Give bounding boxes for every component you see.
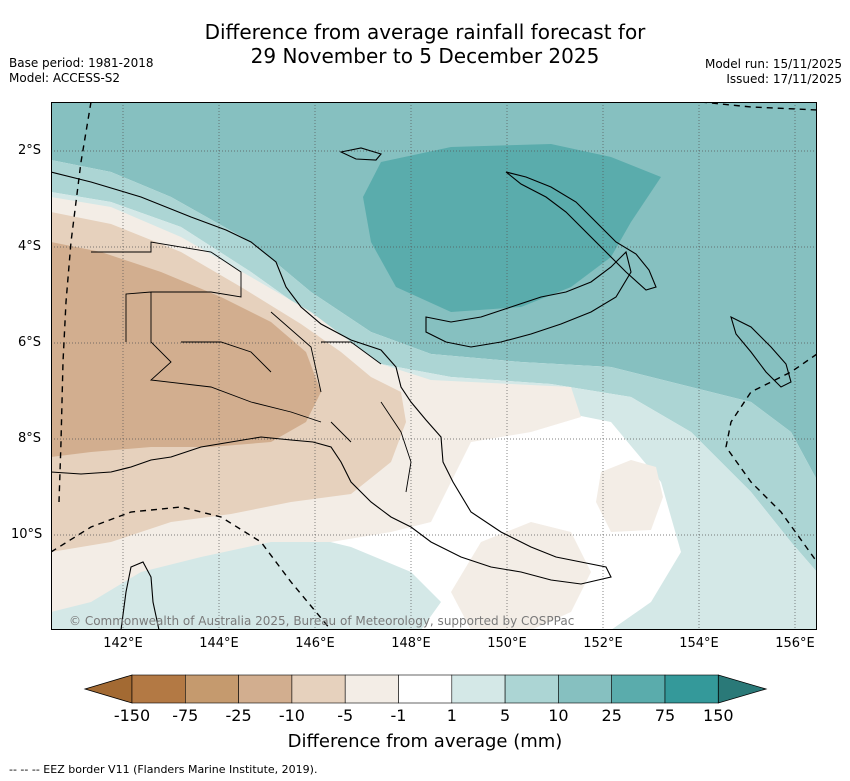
colorbar-segment [131, 674, 186, 704]
map-credit: © Commonwealth of Australia 2025, Bureau… [69, 614, 575, 628]
chart-title: Difference from average rainfall forecas… [0, 20, 850, 68]
colorbar-tick-label: 150 [703, 706, 734, 725]
meta-right: Model run: 15/11/2025 Issued: 17/11/2025 [705, 57, 842, 87]
colorbar-tick-label: -5 [337, 706, 354, 725]
colorbar-extend-low [83, 674, 133, 704]
teal-band-2 [51, 160, 817, 572]
lon-label: 152°E [583, 636, 623, 651]
colorbar-tick-label: 5 [500, 706, 511, 725]
teal-band-4 [363, 144, 661, 312]
province-borders [91, 241, 412, 493]
colorbar-segment [291, 674, 346, 704]
lon-label: 144°E [199, 636, 239, 651]
australia-coast [120, 561, 160, 630]
colorbar-segment [238, 674, 293, 704]
colorbar-segment [451, 674, 506, 704]
lat-label: 2°S [18, 143, 42, 158]
lon-label: 148°E [391, 636, 431, 651]
coastlines [51, 147, 792, 630]
colorbar-segment [344, 674, 399, 704]
brown-band-3 [51, 242, 321, 457]
map-canvas [51, 102, 817, 630]
eez-west [58, 102, 92, 503]
bougainville-coast [730, 315, 792, 388]
colorbar-segment [504, 674, 559, 704]
brown-band-1-south [451, 522, 591, 630]
new-guinea-coast [51, 171, 612, 585]
manus-coast [339, 147, 382, 161]
lon-label: 154°E [679, 636, 719, 651]
colorbar-segment [398, 674, 453, 704]
colorbar-tick-label: -1 [390, 706, 407, 725]
lat-label: 4°S [18, 239, 42, 254]
model-run: Model run: 15/11/2025 [704, 57, 842, 71]
colorbar [83, 674, 768, 704]
lon-label: 142°E [103, 636, 143, 651]
colorbar-tick-label: 1 [446, 706, 457, 725]
colorbar-title: Difference from average (mm) [287, 731, 563, 752]
eez-east [725, 353, 817, 563]
eez-south [51, 506, 332, 630]
colorbar-tick-label: -10 [278, 706, 305, 725]
issued-date: Issued: 17/11/2025 [726, 72, 842, 86]
colorbar-segment [664, 674, 719, 704]
colorbar-tick-label: 10 [548, 706, 569, 725]
base-period: Base period: 1981-2018 [9, 56, 154, 70]
lat-label: 8°S [18, 431, 42, 446]
new-britain-coast [425, 250, 632, 348]
new-ireland-coast [505, 171, 657, 291]
brown-band-1-east [596, 460, 663, 532]
colorbar-extend-high [717, 674, 768, 704]
colorbar-segment [611, 674, 666, 704]
eez-northeast [700, 102, 817, 111]
colorbar-segment [185, 674, 239, 704]
title-line-1: Difference from average rainfall forecas… [204, 20, 646, 44]
lat-label: 10°S [11, 527, 43, 542]
map-frame [51, 102, 817, 630]
colorbar-tick-label: 75 [654, 706, 676, 725]
rainfall-map: © Commonwealth of Australia 2025, Bureau… [51, 102, 817, 630]
lon-label: 146°E [295, 636, 335, 651]
lon-label: 156°E [775, 636, 815, 651]
colorbar-segment [558, 674, 613, 704]
meta-left: Base period: 1981-2018 Model: ACCESS-S2 [9, 56, 154, 86]
colorbar-tick-label: -75 [172, 706, 199, 725]
colorbar-tick-label: 25 [601, 706, 622, 725]
eez-footnote: -- -- -- EEZ border V11 (Flanders Marine… [9, 763, 318, 776]
model-name: Model: ACCESS-S2 [9, 71, 121, 85]
teal-band-1 [51, 192, 817, 630]
eez-borders [51, 102, 817, 630]
title-line-2: 29 November to 5 December 2025 [250, 44, 600, 68]
lon-label: 150°E [487, 636, 527, 651]
colorbar-tick-label: -150 [113, 706, 151, 725]
lat-label: 6°S [18, 335, 42, 350]
colorbar-tick-label: -25 [225, 706, 252, 725]
